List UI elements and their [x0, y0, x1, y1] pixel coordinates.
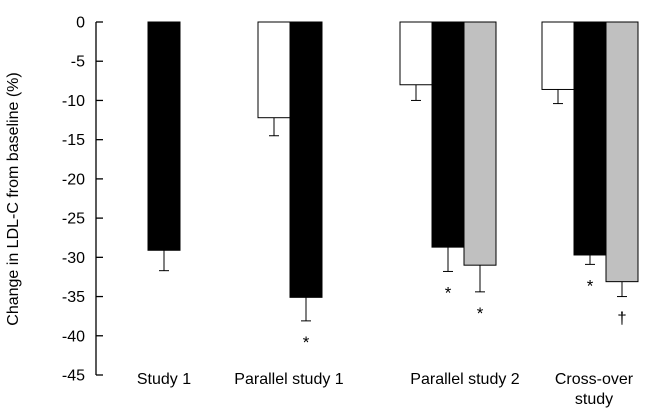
x-category-label: Study 1: [137, 371, 191, 388]
y-tick-label: -15: [62, 132, 85, 149]
y-tick-label: -25: [62, 211, 85, 228]
x-axis-labels: Study 1 Parallel study 1 Parallel study 2 C…: [137, 371, 634, 408]
y-tick-label: -20: [62, 171, 85, 188]
y-axis-title: Change in LDL-C from baseline (%): [5, 72, 22, 325]
significance-marker: †: [617, 309, 626, 328]
x-category-label: Cross-over study: [555, 371, 634, 408]
y-tick-label: -40: [62, 328, 85, 345]
bar: [573, 21, 607, 256]
y-tick-label: -45: [62, 368, 85, 385]
y-tick-label: -10: [62, 93, 85, 110]
y-axis: 0 -5 -10 -15 -20 -25 -30 -35 -40 -45: [62, 15, 103, 385]
bar: [541, 21, 575, 90]
y-tick-label: 0: [76, 15, 85, 32]
x-category-label: Parallel study 2: [410, 371, 519, 388]
significance-marker: *: [477, 304, 484, 323]
bar: [605, 21, 639, 283]
y-tick-label: -5: [71, 54, 85, 71]
significance-marker: *: [303, 333, 310, 352]
bar: [431, 21, 465, 248]
bar: [257, 21, 291, 119]
bar-series: * * * * †: [147, 21, 639, 352]
x-category-label: Parallel study 1: [234, 371, 343, 388]
significance-marker: *: [587, 276, 594, 295]
bar: [147, 21, 181, 251]
bar: [399, 21, 433, 86]
y-tick-label: -30: [62, 250, 85, 267]
bar: [463, 21, 497, 266]
y-tick-label: -35: [62, 289, 85, 306]
significance-marker: *: [445, 283, 452, 302]
bar: [289, 21, 323, 298]
